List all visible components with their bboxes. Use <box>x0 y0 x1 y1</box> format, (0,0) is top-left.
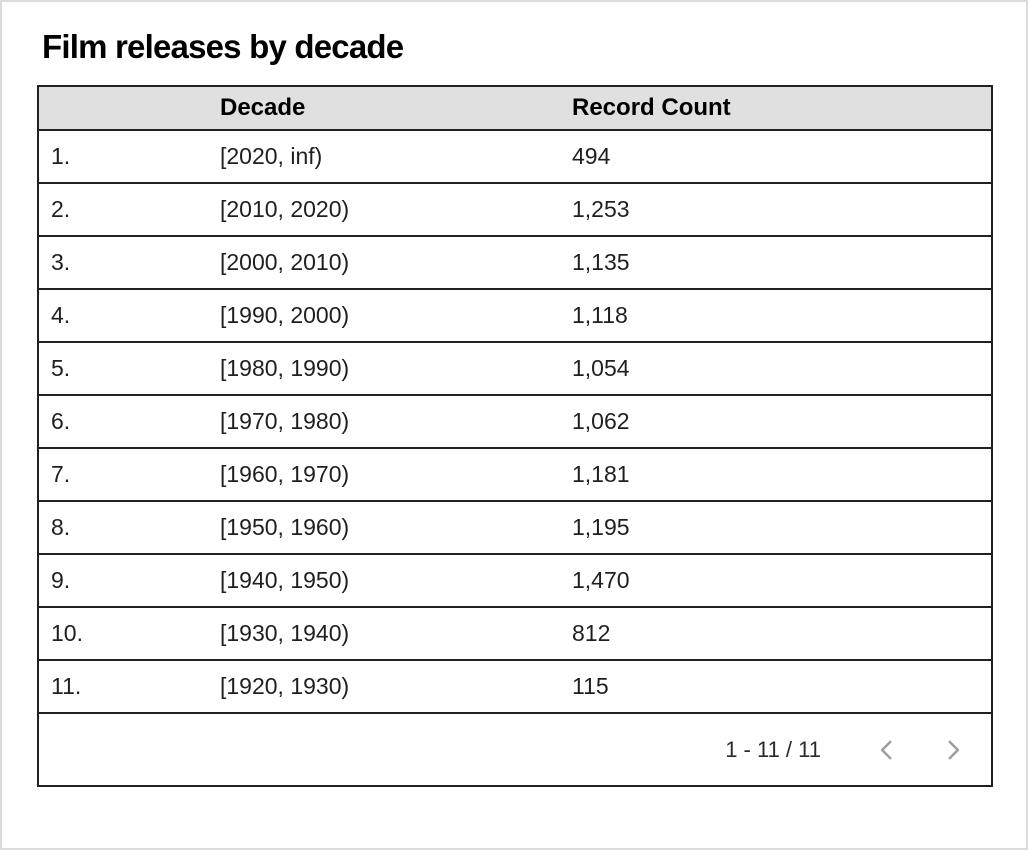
record-count-cell: 115 <box>572 673 609 699</box>
decade-cell: [2000, 2010) <box>220 249 350 275</box>
table-row: 11. [1920, 1930) 115 <box>39 660 991 713</box>
table-row: 6. [1970, 1980) 1,062 <box>39 395 991 448</box>
chevron-left-icon <box>880 740 892 759</box>
header-decade[interactable]: Decade <box>220 94 306 121</box>
decade-cell: [1990, 2000) <box>220 302 350 328</box>
chevron-right-icon <box>948 740 960 759</box>
pagination: 1 - 11 / 11 <box>39 714 991 785</box>
pagination-range-label: 1 - 11 / 11 <box>725 736 821 762</box>
table-row: 7. [1960, 1970) 1,181 <box>39 448 991 501</box>
table-row: 9. [1940, 1950) 1,470 <box>39 554 991 607</box>
record-count-cell: 1,135 <box>572 249 630 275</box>
decade-cell: [1940, 1950) <box>220 567 350 593</box>
record-count-cell: 494 <box>572 143 611 169</box>
decade-cell: [2020, inf) <box>220 143 323 169</box>
decade-cell: [1960, 1970) <box>220 461 350 487</box>
table-row: 10. [1930, 1940) 812 <box>39 607 991 660</box>
table-footer-row: 1 - 11 / 11 <box>39 713 991 785</box>
decade-cell: [1950, 1960) <box>220 514 350 540</box>
decade-cell: [1930, 1940) <box>220 620 350 646</box>
table-row: 5. [1980, 1990) 1,054 <box>39 342 991 395</box>
row-number-cell: 7. <box>51 461 71 487</box>
data-table: Decade Record Count 1. [2020, inf) 494 2. [2… <box>39 87 991 785</box>
row-number-cell: 8. <box>51 514 71 540</box>
record-count-cell: 1,062 <box>572 408 630 434</box>
decade-cell: [1970, 1980) <box>220 408 350 434</box>
record-count-cell: 1,253 <box>572 196 630 222</box>
decade-cell: [1980, 1990) <box>220 355 350 381</box>
table-row: 8. [1950, 1960) 1,195 <box>39 501 991 554</box>
record-count-cell: 812 <box>572 620 611 646</box>
table-chart: Decade Record Count 1. [2020, inf) 494 2. [2… <box>37 85 993 787</box>
record-count-cell: 1,054 <box>572 355 630 381</box>
table-row: 2. [2010, 2020) 1,253 <box>39 183 991 236</box>
chart-title: Film releases by decade <box>42 28 404 65</box>
pagination-prev-button[interactable] <box>861 728 913 772</box>
record-count-cell: 1,181 <box>572 461 630 487</box>
record-count-cell: 1,470 <box>572 567 630 593</box>
table-row: 3. [2000, 2010) 1,135 <box>39 236 991 289</box>
header-record-count[interactable]: Record Count <box>572 94 731 121</box>
row-number-cell: 9. <box>51 567 71 593</box>
table-row: 1. [2020, inf) 494 <box>39 130 991 183</box>
decade-cell: [1920, 1930) <box>220 673 350 699</box>
table-row: 4. [1990, 2000) 1,118 <box>39 289 991 342</box>
header-row-number <box>39 87 208 130</box>
row-number-cell: 5. <box>51 355 71 381</box>
record-count-cell: 1,195 <box>572 514 630 540</box>
table-header-row: Decade Record Count <box>39 87 991 130</box>
row-number-cell: 10. <box>51 620 83 646</box>
row-number-cell: 3. <box>51 249 71 275</box>
row-number-cell: 2. <box>51 196 71 222</box>
row-number-cell: 6. <box>51 408 71 434</box>
decade-cell: [2010, 2020) <box>220 196 350 222</box>
row-number-cell: 4. <box>51 302 71 328</box>
record-count-cell: 1,118 <box>572 302 628 328</box>
table-body: 1. [2020, inf) 494 2. [2010, 2020) 1,253 3. [20… <box>39 130 991 713</box>
row-number-cell: 1. <box>51 143 71 169</box>
pagination-next-button[interactable] <box>927 728 979 772</box>
row-number-cell: 11. <box>51 673 82 699</box>
